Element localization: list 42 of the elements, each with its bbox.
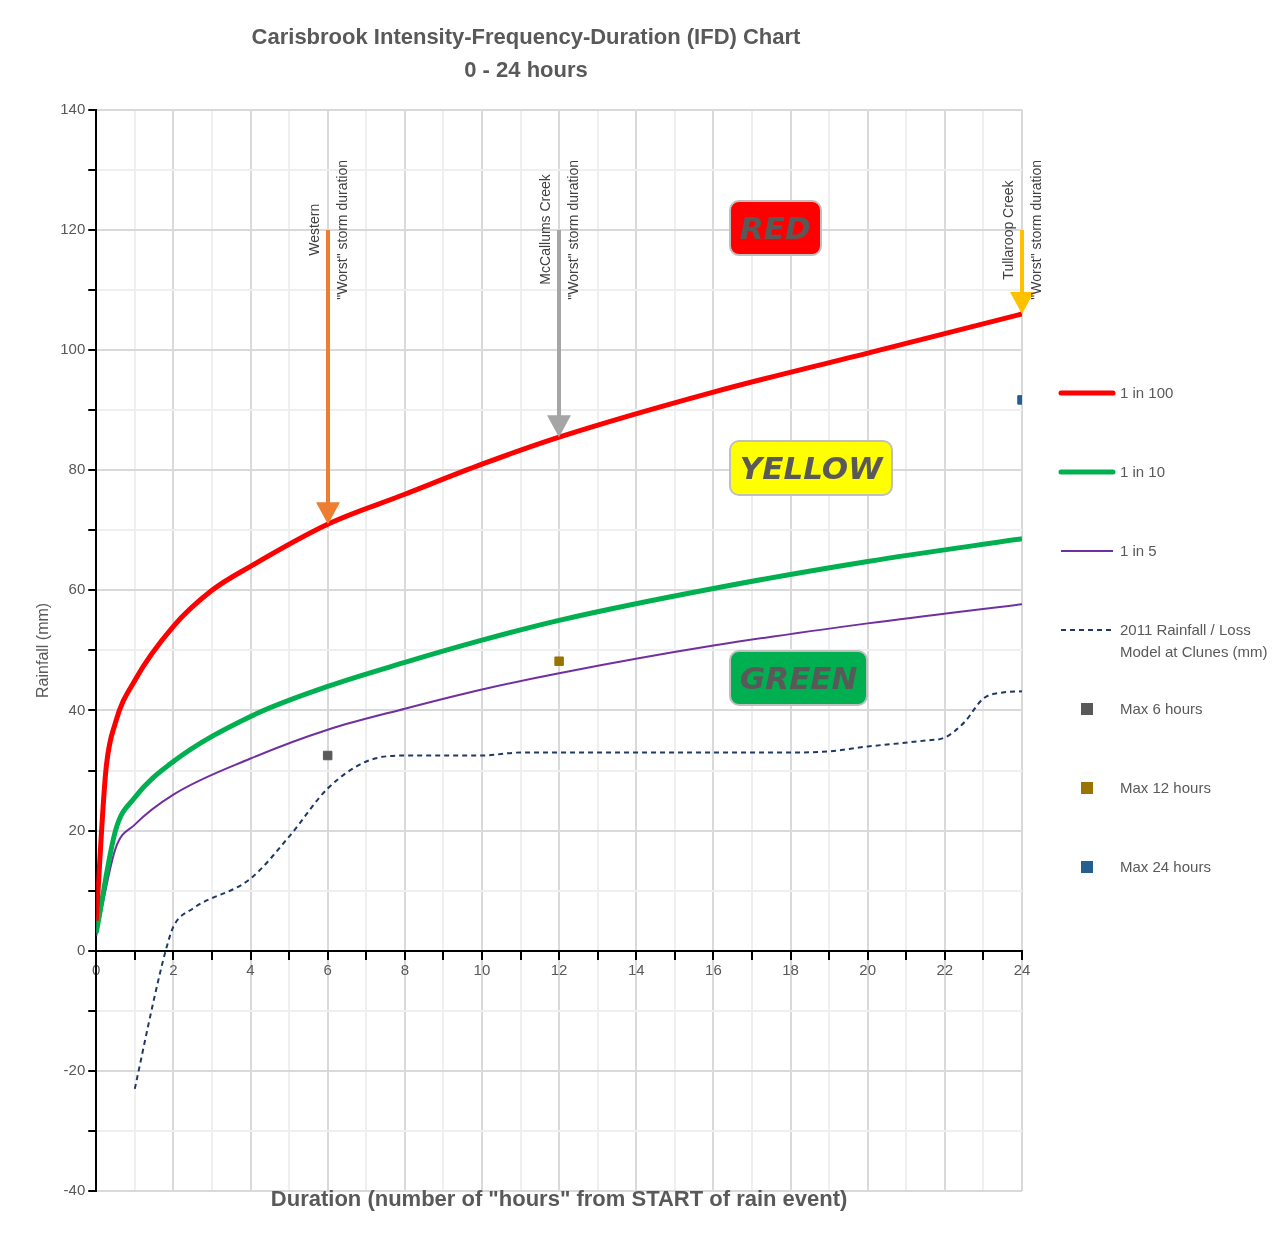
chart-title: Carisbrook Intensity-Frequency-Duration (IFD) Chart [251,24,802,50]
chart-subtitle: 0 - 24 hours [464,56,588,82]
legend-label: 1 in 100 [1120,383,1175,404]
x-tick-label: 18 [782,960,799,978]
annotation: GREEN [728,650,869,707]
line-series [96,603,1022,937]
y-axis-title: Rainfall (mm) [34,602,52,698]
x-tick-label: 6 [323,960,332,978]
y-tick-label: 100 [60,340,86,358]
y-tick-label: 60 [68,580,86,598]
y-tick-label: -20 [63,1061,86,1079]
legend-label: 1 in 10 [1120,462,1167,483]
legend-label: Max 6 hours [1120,699,1204,720]
annotation: Western "Worst" storm duration [304,159,351,300]
y-tick-label: 40 [68,700,86,718]
x-tick-label: 20 [859,960,877,978]
x-tick-label: 16 [705,960,722,978]
point [554,656,564,666]
y-tick-label: 0 [76,940,86,958]
x-tick-label: 22 [936,960,954,978]
legend-label: Max 24 hours [1120,857,1212,878]
legend-label: 1 in 5 [1120,541,1158,562]
x-axis-title: Duration (number of "hours" from START of rain event) [270,1186,848,1212]
y-tick-label: 80 [68,460,86,478]
y-tick-label: 120 [60,220,86,238]
x-tick-label: 10 [473,960,491,978]
annotation: RED [728,199,822,256]
x-tick-label: 8 [400,960,409,978]
x-tick-label: 12 [550,960,568,978]
point [322,750,333,761]
x-tick-label: 2 [169,960,178,978]
legend-label: 2011 Rainfall / Loss Model at Clunes (mm) [1120,620,1269,663]
y-tick-label: 140 [60,99,86,117]
annotation: Tullaroop Creek "Worst" storm duration [999,159,1045,300]
x-tick-label: 4 [246,960,255,978]
y-tick-label: 20 [68,820,86,838]
annotation: McCallums Creek "Worst" storm duration [536,159,583,300]
x-tick-label: 24 [1013,960,1031,978]
annotation: YELLOW [728,440,894,497]
x-tick-label: 14 [627,960,645,978]
y-tick-label: -40 [63,1181,86,1199]
legend-label: Max 12 hours [1120,778,1212,799]
